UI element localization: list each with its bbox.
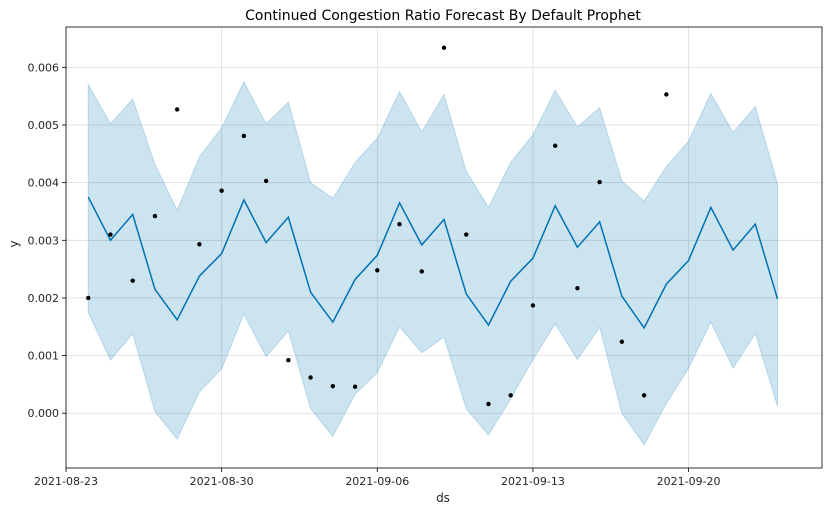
x-tick-label: 2021-08-23 — [34, 475, 98, 488]
yhat-line — [87, 196, 779, 330]
y-axis-ticks: 0.000 0.001 0.002 0.003 0.004 0.005 0.006 — [28, 61, 66, 420]
y-tick-label: 0.004 — [28, 177, 60, 190]
observed-point — [330, 383, 336, 389]
observed-point — [197, 242, 202, 247]
plot-frame — [65, 26, 823, 469]
forecast-line — [87, 196, 779, 330]
observed-point — [597, 179, 602, 185]
y-tick-label: 0.000 — [28, 407, 60, 420]
chart-title: Continued Congestion Ratio Forecast By D… — [245, 8, 641, 24]
observed-point — [286, 358, 291, 363]
observed-point — [530, 303, 536, 308]
uncertainty-band — [87, 80, 779, 446]
observed-point — [174, 107, 180, 112]
y-tick-label: 0.006 — [28, 61, 60, 74]
x-tick-label: 2021-08-30 — [190, 475, 254, 488]
observed-point — [152, 213, 158, 219]
observed-point — [241, 133, 247, 139]
observed-point — [575, 285, 580, 291]
observed-point — [130, 278, 135, 283]
observed-point — [219, 188, 224, 193]
x-axis-ticks: 2021-08-23 2021-08-30 2021-09-06 2021-09-13… — [34, 468, 721, 488]
x-tick-label: 2021-09-13 — [501, 475, 565, 488]
observed-point — [263, 178, 269, 184]
uncertainty-band-area — [87, 80, 779, 446]
x-tick-label: 2021-09-20 — [657, 475, 721, 488]
observed-point — [308, 375, 313, 380]
observed-point — [375, 268, 380, 273]
observed-point — [86, 295, 91, 301]
grid-lines — [65, 27, 822, 468]
x-axis-label: ds — [436, 491, 450, 505]
observed-points — [86, 45, 669, 407]
observed-point — [419, 269, 424, 274]
y-tick-label: 0.002 — [28, 292, 60, 305]
y-axis-label: y — [7, 240, 21, 247]
observed-point — [397, 221, 402, 227]
observed-point — [441, 45, 447, 50]
observed-point — [108, 232, 113, 237]
observed-point — [352, 384, 358, 389]
y-tick-label: 0.003 — [28, 234, 60, 247]
observed-point — [508, 393, 513, 398]
observed-point — [486, 401, 491, 407]
observed-point — [664, 92, 669, 97]
observed-point — [619, 339, 625, 344]
y-tick-label: 0.001 — [28, 350, 60, 363]
y-tick-label: 0.005 — [28, 119, 60, 132]
observed-point — [552, 143, 558, 148]
observed-point — [464, 232, 469, 237]
x-tick-label: 2021-09-06 — [345, 475, 409, 488]
observed-point — [641, 393, 647, 398]
